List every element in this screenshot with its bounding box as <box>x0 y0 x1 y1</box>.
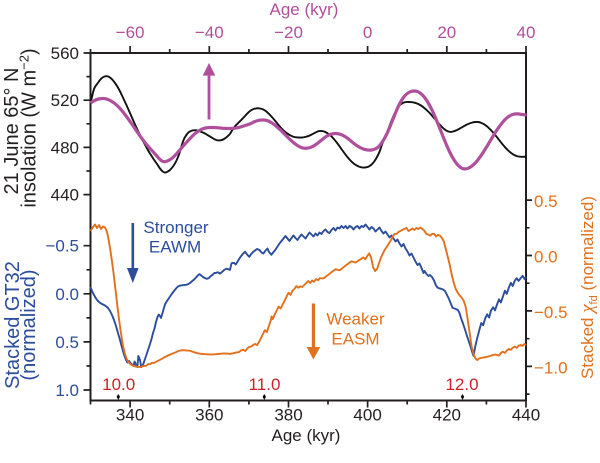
svg-text:insolation (W m−2): insolation (W m−2) <box>17 48 41 207</box>
svg-text:12.0: 12.0 <box>445 375 478 394</box>
svg-text:0.5: 0.5 <box>534 192 558 211</box>
svg-text:380: 380 <box>274 406 302 425</box>
svg-text:−20: −20 <box>274 23 303 42</box>
svg-text:560: 560 <box>51 44 79 63</box>
svg-text:440: 440 <box>51 186 79 205</box>
svg-text:420: 420 <box>433 406 461 425</box>
svg-text:−1.0: −1.0 <box>534 358 568 377</box>
svg-text:Weaker: Weaker <box>326 310 385 329</box>
svg-text:340: 340 <box>116 406 144 425</box>
svg-text:440: 440 <box>512 406 540 425</box>
svg-text:−0.5: −0.5 <box>534 303 568 322</box>
svg-text:480: 480 <box>51 138 79 157</box>
svg-text:Stacked GT32: Stacked GT32 <box>2 261 24 389</box>
svg-text:11.0: 11.0 <box>249 375 281 394</box>
svg-text:400: 400 <box>353 406 381 425</box>
svg-text:0: 0 <box>363 23 372 42</box>
svg-text:0.0: 0.0 <box>534 248 558 267</box>
svg-text:Age (kyr): Age (kyr) <box>272 426 341 445</box>
svg-text:520: 520 <box>51 91 79 110</box>
svg-text:360: 360 <box>195 406 223 425</box>
svg-text:1.0: 1.0 <box>55 381 79 400</box>
svg-text:Age (kyr): Age (kyr) <box>270 0 339 19</box>
svg-text:−60: −60 <box>116 23 145 42</box>
svg-text:EAWM: EAWM <box>149 238 201 257</box>
svg-text:Stacked χfd (normalized): Stacked χfd (normalized) <box>577 196 600 379</box>
svg-text:0.5: 0.5 <box>55 333 79 352</box>
svg-text:10.0: 10.0 <box>102 375 135 394</box>
svg-text:0.0: 0.0 <box>55 285 79 304</box>
svg-text:Stronger: Stronger <box>143 218 209 237</box>
svg-text:21 June 65° N: 21 June 65° N <box>1 68 23 195</box>
svg-text:(normalized): (normalized) <box>18 269 40 380</box>
svg-text:20: 20 <box>437 23 456 42</box>
svg-text:40: 40 <box>517 23 536 42</box>
svg-text:−0.5: −0.5 <box>45 237 79 256</box>
svg-text:EASM: EASM <box>331 330 379 349</box>
svg-text:−40: −40 <box>195 23 224 42</box>
